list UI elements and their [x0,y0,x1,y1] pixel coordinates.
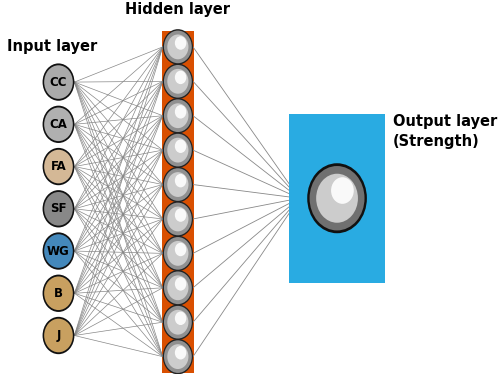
Ellipse shape [44,276,73,310]
Text: Input layer: Input layer [7,39,97,54]
Ellipse shape [163,201,193,237]
Ellipse shape [163,236,193,271]
Ellipse shape [168,241,188,266]
Ellipse shape [42,274,74,312]
Text: FA: FA [50,160,66,173]
Ellipse shape [164,100,192,132]
Ellipse shape [175,70,186,84]
Text: CC: CC [50,75,67,89]
Ellipse shape [44,107,73,141]
Ellipse shape [164,65,192,98]
Ellipse shape [44,234,73,268]
Text: CA: CA [50,118,68,131]
Ellipse shape [164,306,192,339]
Ellipse shape [163,270,193,305]
Ellipse shape [175,277,186,291]
Ellipse shape [307,163,367,233]
Ellipse shape [168,34,188,59]
Ellipse shape [42,232,74,270]
Ellipse shape [44,150,73,183]
Ellipse shape [168,172,188,197]
Ellipse shape [175,139,186,153]
Ellipse shape [42,317,74,354]
Ellipse shape [168,310,188,335]
Ellipse shape [168,103,188,128]
Ellipse shape [175,208,186,222]
Ellipse shape [175,36,186,50]
Ellipse shape [168,69,188,94]
Ellipse shape [44,319,73,352]
Ellipse shape [310,166,364,230]
Ellipse shape [163,305,193,340]
Ellipse shape [175,105,186,118]
Ellipse shape [42,148,74,185]
Text: Hidden layer: Hidden layer [126,2,230,17]
Ellipse shape [163,339,193,374]
Ellipse shape [168,138,188,162]
Ellipse shape [42,190,74,227]
Ellipse shape [316,174,358,223]
FancyBboxPatch shape [162,31,194,372]
Ellipse shape [175,243,186,256]
Ellipse shape [42,106,74,143]
Ellipse shape [44,65,73,99]
Ellipse shape [164,203,192,235]
Text: Output layer
(Strength): Output layer (Strength) [393,114,497,149]
Ellipse shape [168,207,188,231]
Ellipse shape [164,31,192,63]
Ellipse shape [163,64,193,99]
Ellipse shape [175,346,186,359]
Ellipse shape [163,98,193,133]
FancyBboxPatch shape [290,114,385,282]
Ellipse shape [168,275,188,300]
Text: J: J [56,329,60,342]
Ellipse shape [164,168,192,201]
Ellipse shape [164,134,192,167]
Ellipse shape [163,167,193,202]
Text: SF: SF [50,202,66,215]
Ellipse shape [44,192,73,225]
Ellipse shape [163,132,193,168]
Ellipse shape [175,174,186,187]
Text: B: B [54,287,63,300]
Ellipse shape [164,340,192,373]
Ellipse shape [164,271,192,304]
Text: WG: WG [47,245,70,257]
Ellipse shape [164,237,192,270]
Ellipse shape [42,63,74,101]
Ellipse shape [163,29,193,64]
Ellipse shape [175,311,186,325]
Ellipse shape [331,177,354,204]
Ellipse shape [168,344,188,369]
